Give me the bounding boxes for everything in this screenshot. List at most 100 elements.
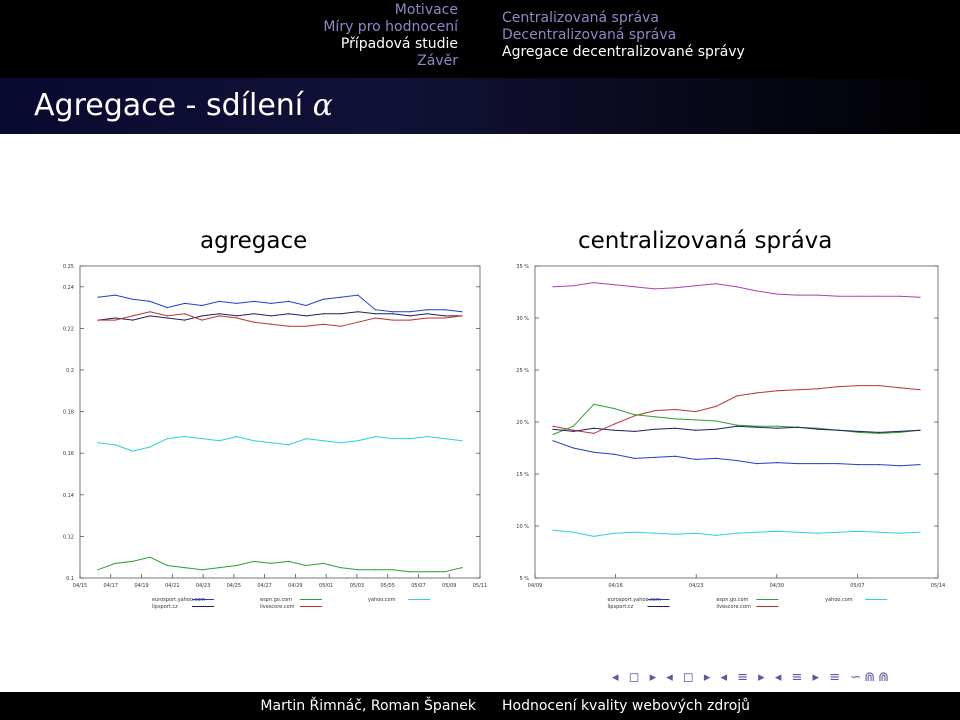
footer-title: Hodnocení kvality webových zdrojů [502,698,751,714]
left-series-2-point-18 [409,319,411,321]
left-series-4-point-16 [374,569,376,571]
left-series-3-point-13 [322,440,324,442]
right-series-3-point-9 [735,425,738,427]
section-nav-left: Motivace Míry pro hodnocení Případová stud… [323,2,458,70]
frame-title: Agregace - sdílení α [34,86,333,126]
left-series-3-point-7 [218,440,220,442]
nav-subsection-2[interactable]: Agregace decentralizované správy [502,44,745,60]
right-series-5-point-3 [613,532,615,534]
left-series-4-point-10 [270,562,272,564]
right-series-0-point-5 [654,288,656,290]
right-series-1-point-9 [735,395,738,397]
right-series-4-point-18 [919,464,921,466]
beamer-navigation-icons[interactable]: ◂ ◻ ▸ ◂ ◻ ▸ ◂ ≡ ▸ ◂ ≡ ▸ ≡ ∽⋒⋒ [612,670,892,685]
right-series-3-point-7 [695,429,697,431]
left-series-3-point-16 [374,436,376,438]
left-series-0-point-17 [392,311,394,313]
header-bar [0,0,960,78]
right-series-2-point-10 [756,425,758,427]
left-series-0-point-16 [374,309,376,311]
right-series-3-point-4 [634,430,636,432]
right-series-1-point-2 [593,432,595,434]
left-series-2-point-11 [288,325,290,327]
left-series-1-point-7 [218,313,220,315]
right-series-1-point-15 [858,385,860,387]
left-series-4-point-5 [184,567,186,569]
right-series-5-point-2 [593,535,595,537]
left-legend-label-0-1: espn.go.com [260,597,292,603]
left-ytick-label-5: 0.2 [66,368,74,374]
right-series-3-point-6 [674,427,676,429]
left-series-1-point-17 [392,313,394,315]
right-series-5-point-18 [919,531,921,533]
right-series-5-point-16 [878,531,880,533]
right-series-0-point-15 [858,295,860,297]
nav-section-1[interactable]: Míry pro hodnocení [323,19,458,35]
right-series-4-point-12 [797,463,799,465]
right-series-2-point-17 [899,431,901,433]
left-series-0-point-15 [357,294,359,296]
left-series-4-point-17 [392,569,394,571]
right-series-2-point-13 [817,427,819,429]
left-series-3-point-5 [184,436,186,438]
right-series-1-point-14 [837,386,839,388]
nav-subsection-0[interactable]: Centralizovaná správa [502,10,659,26]
left-series-4-point-4 [166,564,168,567]
nav-section-2[interactable]: Případová studie [340,36,458,52]
left-series-0-point-12 [305,304,307,307]
left-ytick-label-0: 0.1 [66,576,74,582]
right-series-2-point-2 [593,403,595,405]
left-series-3-point-9 [253,440,255,442]
right-series-4-point-17 [899,465,901,467]
nav-subsection-1[interactable]: Decentralizovaná správa [502,27,677,43]
left-series-1-point-20 [444,315,446,317]
left-series-4-point-8 [236,564,238,567]
left-series-0-point-11 [288,300,290,302]
nav-section-0[interactable]: Motivace [394,2,458,18]
left-series-1-point-10 [270,315,272,317]
nav-section-3[interactable]: Závěr [417,53,458,69]
left-series-4-point-19 [426,571,428,573]
left-ytick-label-4: 0.18 [63,410,74,416]
left-series-0-point-0 [97,296,99,298]
left-series-3-point-17 [392,438,394,440]
right-series-4-point-2 [593,451,595,453]
left-xtick-label-0: 04/15 [73,583,87,589]
right-series-0-point-18 [919,296,921,298]
left-series-line-2 [98,311,463,327]
left-series-3-point-11 [288,444,290,446]
left-series-2-point-21 [461,315,463,317]
right-series-0-point-9 [735,286,738,288]
right-series-0-point-17 [899,295,901,297]
left-series-1-point-13 [322,313,324,315]
left-series-0-point-6 [201,304,203,307]
right-series-3-point-11 [776,427,778,429]
left-series-1-point-6 [201,315,203,317]
left-xtick-label-2: 04/19 [134,583,148,589]
left-xtick-label-6: 04/27 [257,583,271,589]
left-xtick-label-5: 04/25 [227,583,241,589]
left-series-0-point-20 [444,309,446,311]
left-series-0-point-5 [184,302,186,304]
left-series-4-point-3 [149,556,151,558]
right-series-3-point-5 [654,428,656,430]
left-series-4-point-9 [253,560,255,562]
left-series-2-point-19 [426,317,428,319]
left-legend-label-0-2: yahoo.com [368,597,396,603]
right-series-0-point-1 [572,285,574,287]
right-series-2-point-8 [715,420,717,422]
right-ytick-label-0: 5 % [519,576,529,582]
left-ytick-label-8: 0.25 [63,264,74,270]
left-series-2-point-20 [444,317,446,319]
left-series-2-point-17 [392,319,394,321]
right-plot-frame [534,265,939,579]
right-series-2-point-16 [878,432,880,434]
left-xtick-label-12: 05/09 [442,583,456,589]
left-series-line-0 [97,294,463,313]
right-series-1-point-18 [919,389,921,391]
right-series-2-point-3 [613,407,615,410]
left-xtick-label-9: 05/03 [350,583,364,589]
right-series-1-point-16 [878,385,880,387]
left-series-3-point-20 [444,438,446,440]
right-series-2-point-5 [654,416,656,418]
